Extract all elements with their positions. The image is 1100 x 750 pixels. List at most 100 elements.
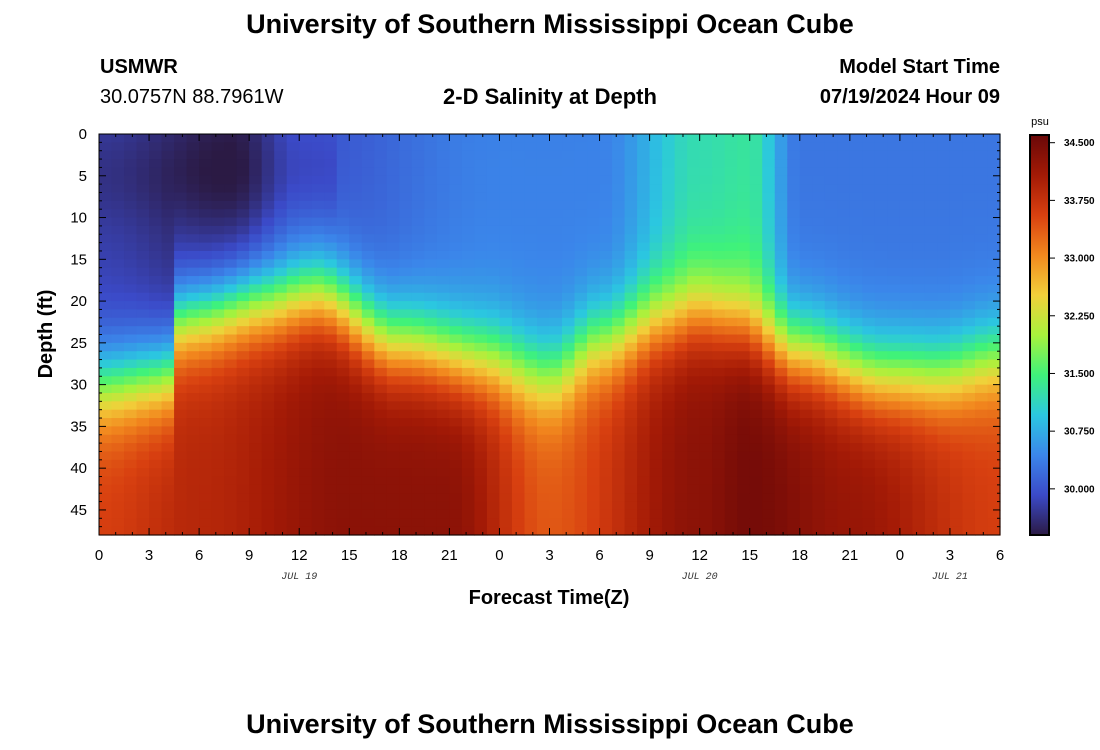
model-start-label: Model Start Time <box>839 56 1000 78</box>
heatmap-cell <box>186 142 200 152</box>
heatmap-cell <box>599 476 613 486</box>
heatmap-cell <box>424 451 438 461</box>
heatmap-cell <box>837 142 851 152</box>
heatmap-cell <box>374 292 388 302</box>
heatmap-cell <box>624 284 638 294</box>
heatmap-cell <box>712 501 726 511</box>
heatmap-cell <box>987 284 1001 294</box>
heatmap-cell <box>712 225 726 235</box>
heatmap-cell <box>574 284 588 294</box>
heatmap-cell <box>812 476 826 486</box>
heatmap-cell <box>674 209 688 219</box>
heatmap-cell <box>587 359 601 369</box>
heatmap-cell <box>274 284 288 294</box>
heatmap-cell <box>386 142 400 152</box>
heatmap-cell <box>962 159 976 169</box>
heatmap-cell <box>211 200 225 210</box>
heatmap-cell <box>937 259 951 269</box>
heatmap-cell <box>336 326 350 336</box>
heatmap-cell <box>286 192 300 202</box>
heatmap-cell <box>249 493 263 503</box>
heatmap-cell <box>737 384 751 394</box>
heatmap-cell <box>111 501 125 511</box>
heatmap-cell <box>236 200 250 210</box>
heatmap-cell <box>574 301 588 311</box>
heatmap-cell <box>574 134 588 143</box>
heatmap-cell <box>874 200 888 210</box>
heatmap-cell <box>887 484 901 494</box>
heatmap-cell <box>924 443 939 453</box>
heatmap-cell <box>361 301 375 311</box>
heatmap-cell <box>849 468 863 478</box>
heatmap-cell <box>687 392 701 402</box>
heatmap-cell <box>837 426 851 436</box>
heatmap-cell <box>511 392 526 402</box>
heatmap-cell <box>562 484 576 494</box>
heatmap-cell <box>549 376 563 386</box>
heatmap-cell <box>111 359 125 369</box>
heatmap-cell <box>399 225 413 235</box>
heatmap-cell <box>236 509 250 519</box>
heatmap-cell <box>949 359 964 369</box>
heatmap-cell <box>411 476 425 486</box>
heatmap-cell <box>149 309 163 319</box>
heatmap-cell <box>261 409 275 419</box>
heatmap-cell <box>149 175 163 185</box>
heatmap-cell <box>749 142 763 152</box>
heatmap-cell <box>236 468 250 478</box>
heatmap-cell <box>587 484 601 494</box>
heatmap-cell <box>574 351 588 361</box>
heatmap-cell <box>637 359 651 369</box>
heatmap-cell <box>874 351 888 361</box>
heatmap-cell <box>336 418 350 427</box>
heatmap-cell <box>637 142 651 152</box>
heatmap-cell <box>649 234 663 244</box>
heatmap-cell <box>486 134 501 143</box>
heatmap-cell <box>949 159 964 169</box>
heatmap-cell <box>311 459 325 469</box>
heatmap-cell <box>949 468 964 478</box>
heatmap-cell <box>249 384 263 394</box>
heatmap-cell <box>787 250 801 260</box>
heatmap-cell <box>862 159 876 169</box>
heatmap-cell <box>699 317 713 327</box>
heatmap-cell <box>374 367 388 377</box>
heatmap-cell <box>937 484 951 494</box>
heatmap-cell <box>687 501 701 511</box>
heatmap-cell <box>136 518 150 528</box>
heatmap-cell <box>399 301 413 311</box>
heatmap-cell <box>812 317 826 327</box>
station-coordinates: 30.0757N 88.7961W <box>100 86 284 108</box>
heatmap-cell <box>136 142 150 152</box>
heatmap-cell <box>186 317 200 327</box>
heatmap-cell <box>687 326 701 336</box>
heatmap-cell <box>311 209 325 219</box>
heatmap-cell <box>186 200 200 210</box>
heatmap-cell <box>124 267 138 277</box>
heatmap-cell <box>549 468 563 478</box>
heatmap-cell <box>499 301 513 311</box>
heatmap-cell <box>186 376 200 386</box>
heatmap-cell <box>587 301 601 311</box>
heatmap-cell <box>261 259 275 269</box>
heatmap-cell <box>974 484 989 494</box>
heatmap-cell <box>186 159 200 169</box>
heatmap-cell <box>411 526 425 536</box>
heatmap-cell <box>574 501 588 511</box>
heatmap-cell <box>324 409 338 419</box>
heatmap-cell <box>599 509 613 519</box>
heatmap-cell <box>874 276 888 285</box>
heatmap-cell <box>311 150 325 160</box>
heatmap-cell <box>374 184 388 194</box>
heatmap-cell <box>699 526 713 536</box>
heatmap-cell <box>236 518 250 528</box>
heatmap-cell <box>799 526 813 536</box>
heatmap-cell <box>524 376 538 386</box>
heatmap-cell <box>474 234 488 244</box>
heatmap-cell <box>649 526 663 536</box>
heatmap-cell <box>361 434 375 444</box>
heatmap-cell <box>124 259 138 269</box>
heatmap-cell <box>887 225 901 235</box>
heatmap-cell <box>874 451 888 461</box>
heatmap-cell <box>887 392 901 402</box>
